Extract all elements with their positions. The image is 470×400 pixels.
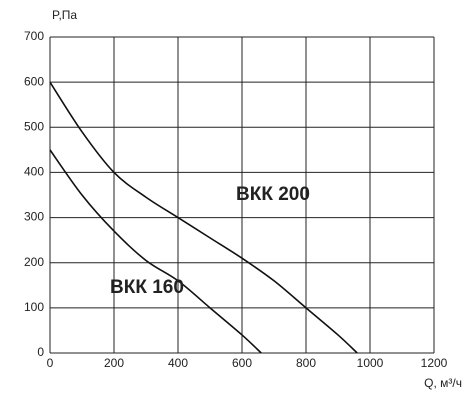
y-tick-label: 100 [24, 300, 44, 314]
y-tick-label: 300 [24, 210, 44, 224]
x-tick-label: 600 [232, 356, 252, 370]
y-tick-label: 600 [24, 74, 44, 88]
series-label: ВКК 160 [110, 277, 184, 298]
series-line [49, 81, 358, 354]
x-tick-label: 200 [104, 356, 124, 370]
x-axis-label: Q, м³/ч [424, 376, 462, 390]
y-tick-label: 0 [37, 345, 44, 359]
x-tick-label: 400 [168, 356, 188, 370]
y-tick-label: 500 [24, 119, 44, 133]
series-label: ВКК 200 [236, 184, 310, 205]
x-tick-label: 0 [47, 356, 54, 370]
y-tick-label: 400 [24, 165, 44, 179]
y-tick-label: 200 [24, 255, 44, 269]
series-line [49, 149, 262, 354]
y-tick-label: 700 [24, 29, 44, 43]
y-axis-label: P,Па [52, 8, 77, 22]
x-tick-label: 800 [296, 356, 316, 370]
x-tick-label: 1000 [357, 356, 384, 370]
x-tick-label: 1200 [421, 356, 448, 370]
